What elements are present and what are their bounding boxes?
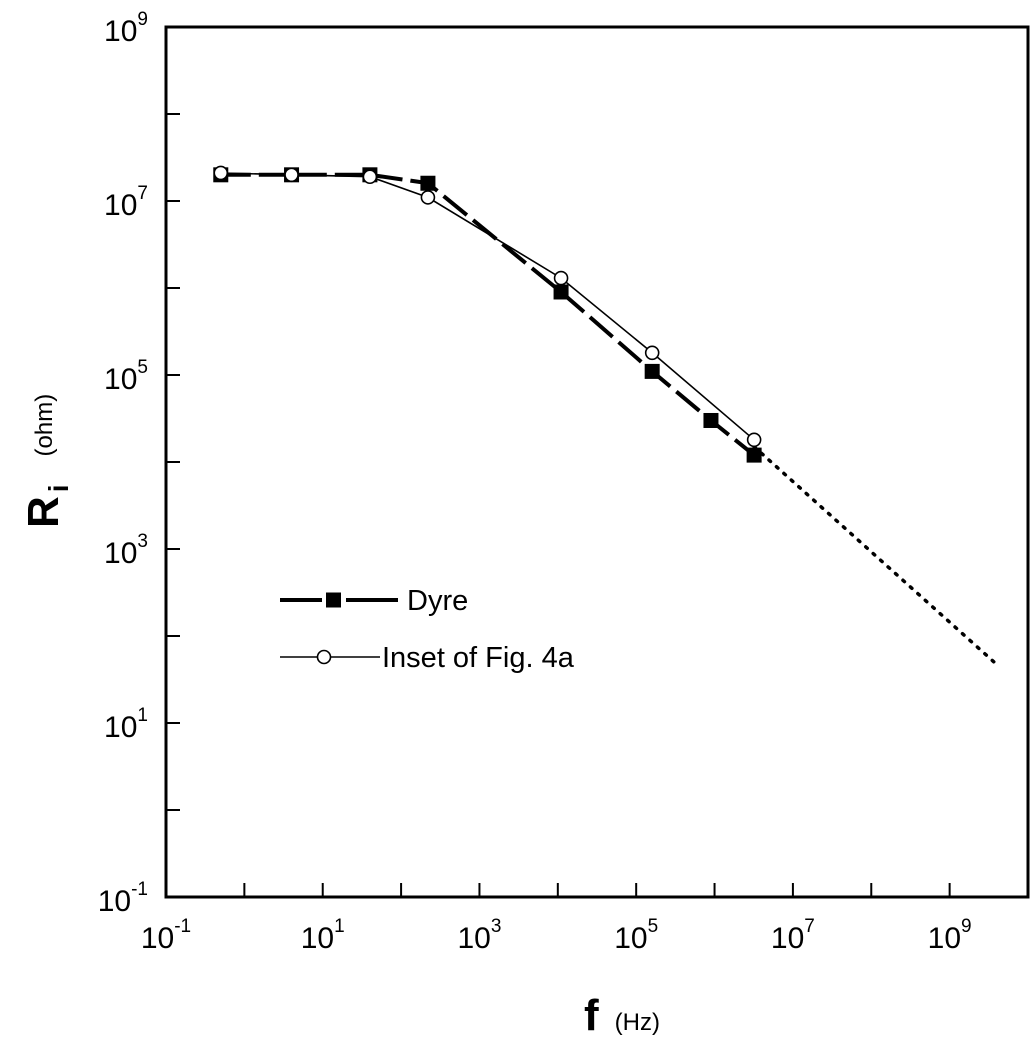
inset-point [213,165,229,181]
y-tick-label: 101 [104,705,148,744]
x-tick-label: 109 [928,916,972,955]
inset-point [362,169,378,185]
inset-point [420,190,436,205]
series-line-0 [220,172,756,457]
x-tick-label: 105 [614,916,658,955]
y-axis-label: R i (ohm) [19,394,74,528]
x-tick-label: 103 [457,916,501,955]
x-axis-label-unit: (Hz) [615,1009,660,1036]
x-tick-label: 101 [301,916,345,955]
series-line-2 [752,444,999,667]
y-axis-ticks: 10-1 101 103 105 107 109 [98,9,180,918]
y-tick-label: 109 [104,9,148,48]
legend-marker-inset [316,649,332,665]
y-axis-label-unit: (ohm) [31,394,58,457]
inset-point [553,270,569,286]
x-tick-label: 107 [771,916,815,955]
dyre-point [420,175,436,191]
x-axis-label: f (Hz) [584,991,660,1040]
series-layer [213,165,999,667]
y-tick-label: 103 [104,531,148,570]
legend-label: Inset of Fig. 4a [382,642,575,674]
x-axis-label-main: f [584,991,599,1040]
x-tick-label: 10-1 [141,916,191,955]
legend-label: Dyre [407,585,468,617]
legend-marker-dyre [326,592,341,608]
inset-point [284,167,299,183]
series-line-1 [220,172,755,441]
inset-point [746,432,762,448]
dyre-point [703,412,719,428]
plot-area-border [164,25,1030,899]
y-axis-label-main: R [19,496,68,528]
x-axis-ticks: 10-1 101 103 105 107 109 [141,883,972,955]
dyre-point [553,284,569,300]
dyre-point [644,363,660,379]
y-tick-label: 107 [104,183,148,222]
y-tick-label: 105 [104,357,148,396]
y-tick-label: 10-1 [98,879,148,918]
plot-frame [164,25,1030,899]
svg-text:R i (ohm): R i (ohm) [19,394,74,528]
dyre-point [746,447,762,463]
legend: Dyre Inset of Fig. 4a [280,585,575,674]
y-axis-label-sub: i [43,484,74,492]
inset-point [644,345,660,361]
